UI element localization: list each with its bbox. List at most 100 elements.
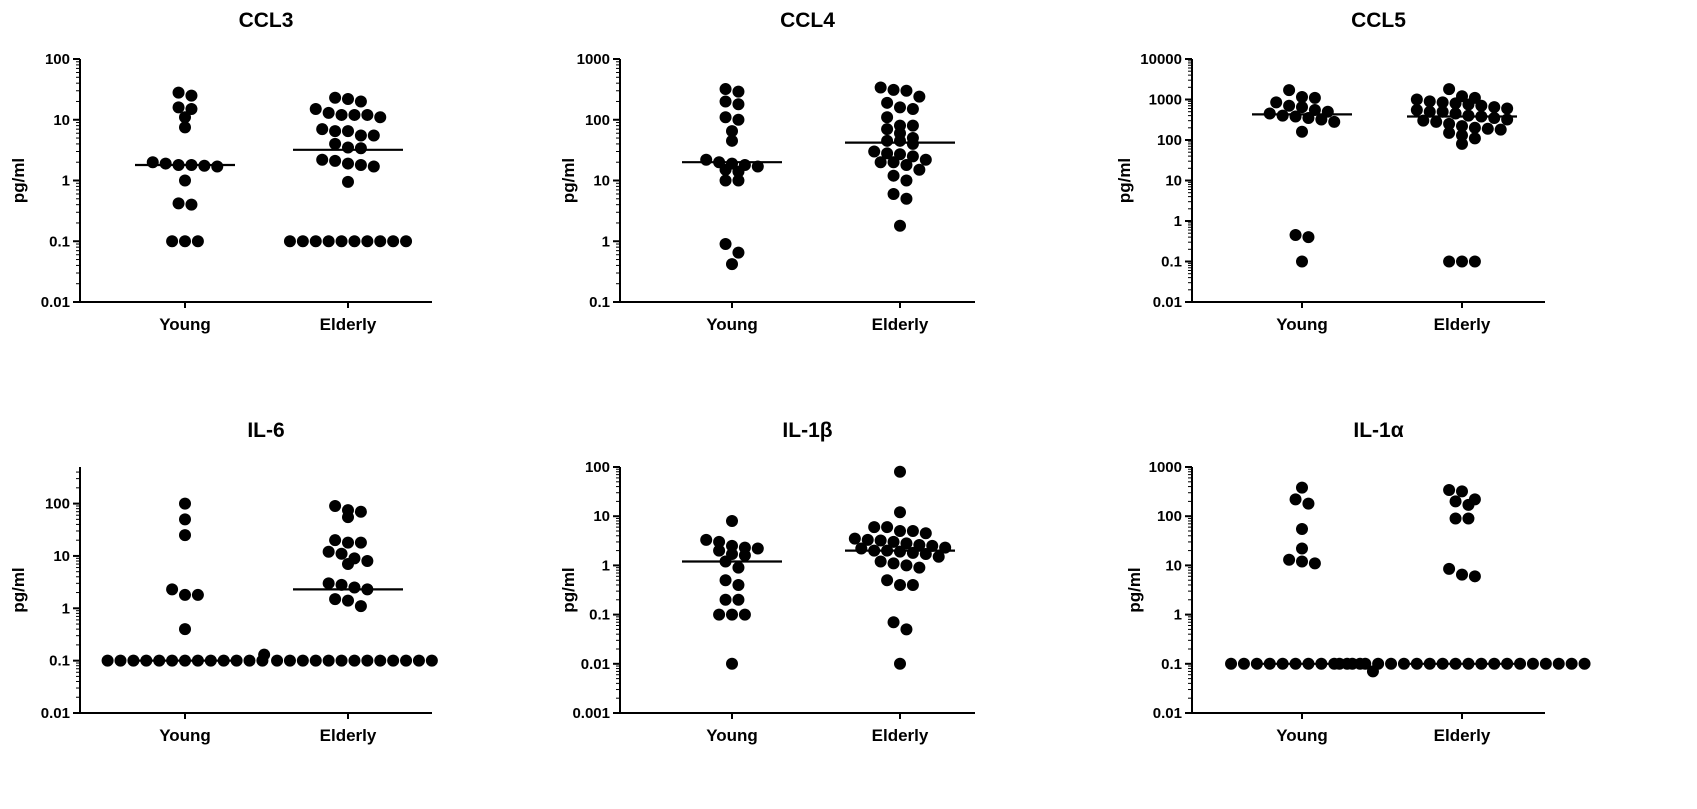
data-point — [1443, 117, 1456, 130]
data-point — [1462, 98, 1475, 111]
y-tick-label: 0.1 — [1161, 254, 1182, 271]
data-point — [1443, 562, 1456, 575]
data-point — [335, 654, 348, 667]
data-point — [179, 174, 191, 187]
data-point — [1276, 109, 1289, 122]
data-point — [1443, 484, 1456, 497]
data-point — [881, 134, 894, 147]
data-point — [1456, 255, 1468, 268]
data-point — [732, 593, 745, 606]
data-point — [179, 121, 191, 134]
data-point — [732, 165, 745, 178]
data-point — [894, 134, 906, 147]
data-point — [400, 654, 413, 667]
data-point — [1302, 497, 1315, 510]
y-tick-label: 100 — [585, 459, 610, 476]
data-point — [1539, 657, 1552, 670]
data-point — [114, 654, 127, 667]
data-point — [732, 98, 745, 111]
data-point — [1514, 657, 1527, 670]
data-point — [322, 106, 335, 119]
data-point — [185, 89, 198, 102]
data-point — [335, 547, 348, 560]
data-point — [738, 608, 751, 621]
data-point — [906, 103, 919, 116]
data-point — [342, 536, 354, 549]
data-point — [719, 163, 732, 176]
data-point — [1296, 555, 1308, 568]
y-tick-label: 1 — [1174, 213, 1182, 230]
x-category-label: Young — [159, 726, 211, 745]
data-point — [1456, 129, 1468, 142]
data-point — [316, 123, 329, 136]
data-point — [1423, 105, 1436, 118]
data-point — [191, 235, 204, 248]
data-point — [159, 157, 172, 170]
data-point — [361, 555, 374, 568]
y-tick-label: 1 — [1174, 607, 1182, 624]
data-point — [342, 175, 354, 188]
data-point — [1308, 557, 1321, 570]
data-point — [868, 145, 881, 158]
data-point — [913, 561, 926, 574]
data-point — [1296, 522, 1308, 535]
data-point — [230, 654, 243, 667]
data-point — [1449, 495, 1462, 508]
data-point — [1385, 657, 1398, 670]
data-point — [719, 111, 732, 124]
data-point — [900, 559, 913, 572]
chart-panel-3: CCL5 pg/ml 0.01 0.1 1 10 100 1000 10000 Young Elde… — [1115, 9, 1545, 334]
data-point — [1449, 512, 1462, 525]
y-tick-label: 0.01 — [41, 294, 70, 311]
y-tick-label: 0.001 — [572, 705, 610, 722]
data-point — [127, 654, 140, 667]
data-point — [166, 583, 179, 596]
data-point — [719, 238, 732, 251]
data-point — [354, 505, 367, 518]
data-point — [1436, 105, 1449, 118]
data-point — [887, 156, 900, 169]
data-point — [900, 623, 913, 636]
y-tick-label: 0.1 — [49, 653, 70, 670]
data-point — [243, 654, 256, 667]
data-point — [887, 535, 900, 548]
data-point — [1443, 83, 1456, 96]
data-point — [906, 578, 919, 591]
data-point — [1289, 110, 1302, 123]
y-tick-label: 1 — [62, 600, 70, 617]
data-point — [342, 511, 354, 524]
y-tick-label: 10 — [53, 548, 70, 565]
data-point — [1423, 95, 1436, 108]
data-point — [271, 654, 284, 667]
data-point — [881, 123, 894, 136]
x-category-label: Young — [1276, 315, 1328, 334]
data-point — [309, 103, 322, 116]
y-tick-label: 0.01 — [41, 705, 70, 722]
data-point — [913, 163, 926, 176]
data-point — [348, 654, 361, 667]
data-point — [919, 527, 932, 540]
data-point — [322, 235, 335, 248]
data-point — [1488, 111, 1501, 124]
data-point — [894, 506, 906, 519]
data-point — [1488, 101, 1501, 114]
y-tick-label: 0.1 — [589, 294, 610, 311]
data-point — [932, 550, 945, 563]
data-point — [1468, 121, 1481, 134]
data-point — [894, 101, 906, 114]
data-point — [1481, 122, 1494, 135]
data-point — [179, 513, 191, 526]
data-point — [179, 623, 191, 636]
data-point — [1397, 657, 1410, 670]
data-point — [354, 142, 367, 155]
data-point — [296, 654, 309, 667]
data-point — [1578, 657, 1591, 670]
y-tick-label: 1 — [62, 173, 70, 190]
data-point — [894, 657, 906, 670]
data-point — [887, 187, 900, 200]
x-category-label: Young — [706, 315, 758, 334]
y-tick-label: 1000 — [1149, 92, 1182, 109]
data-point — [1494, 123, 1507, 136]
data-point — [1456, 568, 1468, 581]
data-point — [348, 581, 361, 594]
